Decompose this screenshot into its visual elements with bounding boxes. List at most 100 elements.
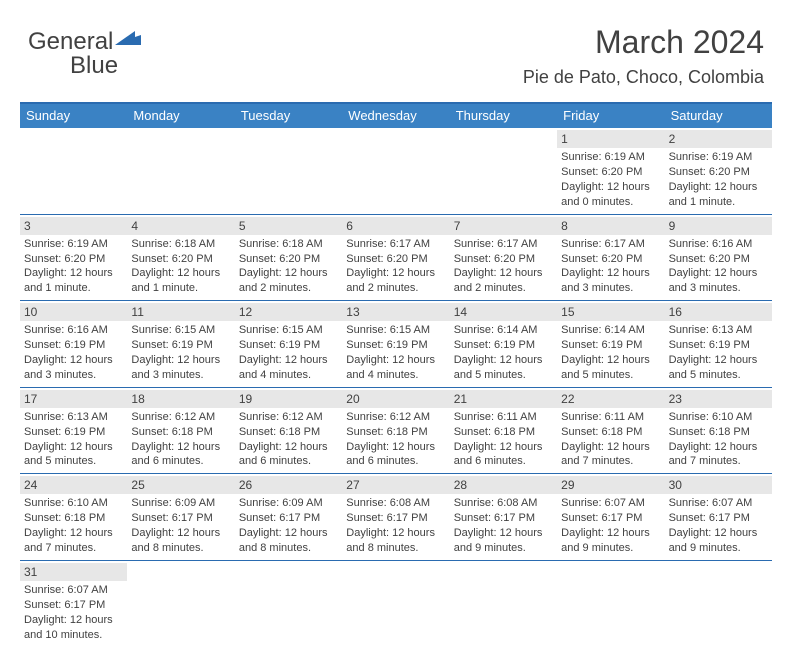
week-row: 17Sunrise: 6:13 AMSunset: 6:19 PMDayligh… bbox=[20, 388, 772, 475]
day-info-line: Sunrise: 6:10 AM bbox=[669, 410, 768, 425]
day-number: 18 bbox=[127, 390, 234, 408]
day-info-line: Sunrise: 6:17 AM bbox=[346, 237, 445, 252]
day-header-wed: Wednesday bbox=[342, 104, 449, 128]
day-info-line: Daylight: 12 hours bbox=[561, 266, 660, 281]
day-info-line: Sunset: 6:20 PM bbox=[346, 252, 445, 267]
week-row: 1Sunrise: 6:19 AMSunset: 6:20 PMDaylight… bbox=[20, 128, 772, 215]
day-cell: 2Sunrise: 6:19 AMSunset: 6:20 PMDaylight… bbox=[665, 128, 772, 214]
day-number: 7 bbox=[450, 217, 557, 235]
day-info-line: Sunrise: 6:14 AM bbox=[454, 323, 553, 338]
day-info-line: Daylight: 12 hours bbox=[669, 266, 768, 281]
day-info-line: Sunrise: 6:07 AM bbox=[669, 496, 768, 511]
day-info-line: Sunrise: 6:11 AM bbox=[561, 410, 660, 425]
day-cell: 14Sunrise: 6:14 AMSunset: 6:19 PMDayligh… bbox=[450, 301, 557, 387]
day-number: 28 bbox=[450, 476, 557, 494]
day-number: 25 bbox=[127, 476, 234, 494]
day-info-line: Sunrise: 6:08 AM bbox=[346, 496, 445, 511]
day-info-line: Sunset: 6:20 PM bbox=[454, 252, 553, 267]
day-cell bbox=[127, 561, 234, 646]
day-number: 17 bbox=[20, 390, 127, 408]
day-info-line: and 1 minute. bbox=[131, 281, 230, 296]
day-info-line: Sunrise: 6:16 AM bbox=[24, 323, 123, 338]
day-cell: 17Sunrise: 6:13 AMSunset: 6:19 PMDayligh… bbox=[20, 388, 127, 474]
day-info-line: and 8 minutes. bbox=[131, 541, 230, 556]
day-info-line: Sunset: 6:18 PM bbox=[561, 425, 660, 440]
day-header-sun: Sunday bbox=[20, 104, 127, 128]
day-info-line: Sunrise: 6:15 AM bbox=[346, 323, 445, 338]
week-row: 31Sunrise: 6:07 AMSunset: 6:17 PMDayligh… bbox=[20, 561, 772, 646]
day-info-line: Sunset: 6:17 PM bbox=[24, 598, 123, 613]
day-cell: 26Sunrise: 6:09 AMSunset: 6:17 PMDayligh… bbox=[235, 474, 342, 560]
day-cell: 9Sunrise: 6:16 AMSunset: 6:20 PMDaylight… bbox=[665, 215, 772, 301]
day-cell: 20Sunrise: 6:12 AMSunset: 6:18 PMDayligh… bbox=[342, 388, 449, 474]
day-cell: 21Sunrise: 6:11 AMSunset: 6:18 PMDayligh… bbox=[450, 388, 557, 474]
day-number: 16 bbox=[665, 303, 772, 321]
day-info-line: Sunset: 6:19 PM bbox=[131, 338, 230, 353]
day-info-line: Sunrise: 6:09 AM bbox=[239, 496, 338, 511]
day-info-line: and 3 minutes. bbox=[561, 281, 660, 296]
day-number: 8 bbox=[557, 217, 664, 235]
flag-icon bbox=[115, 31, 141, 49]
day-cell: 25Sunrise: 6:09 AMSunset: 6:17 PMDayligh… bbox=[127, 474, 234, 560]
day-info-line: and 2 minutes. bbox=[454, 281, 553, 296]
day-info-line: Sunset: 6:17 PM bbox=[669, 511, 768, 526]
day-info-line: Daylight: 12 hours bbox=[346, 440, 445, 455]
day-info-line: Sunset: 6:18 PM bbox=[346, 425, 445, 440]
day-header-thu: Thursday bbox=[450, 104, 557, 128]
day-info-line: and 6 minutes. bbox=[131, 454, 230, 469]
day-info-line: Daylight: 12 hours bbox=[454, 266, 553, 281]
day-number: 22 bbox=[557, 390, 664, 408]
logo-text: General Blue bbox=[28, 30, 141, 78]
day-info-line: Daylight: 12 hours bbox=[669, 526, 768, 541]
day-info-line: and 0 minutes. bbox=[561, 195, 660, 210]
day-info-line: Daylight: 12 hours bbox=[346, 353, 445, 368]
day-info-line: Daylight: 12 hours bbox=[131, 440, 230, 455]
day-cell: 18Sunrise: 6:12 AMSunset: 6:18 PMDayligh… bbox=[127, 388, 234, 474]
day-info-line: and 8 minutes. bbox=[239, 541, 338, 556]
day-info-line: Daylight: 12 hours bbox=[561, 353, 660, 368]
day-info-line: Daylight: 12 hours bbox=[561, 440, 660, 455]
title-block: March 2024 Pie de Pato, Choco, Colombia bbox=[523, 24, 764, 88]
day-info-line: Sunset: 6:18 PM bbox=[24, 511, 123, 526]
week-row: 10Sunrise: 6:16 AMSunset: 6:19 PMDayligh… bbox=[20, 301, 772, 388]
day-info-line: Sunset: 6:20 PM bbox=[669, 252, 768, 267]
day-info-line: Sunset: 6:17 PM bbox=[239, 511, 338, 526]
day-info-line: Sunset: 6:19 PM bbox=[24, 425, 123, 440]
logo: General Blue bbox=[28, 30, 141, 78]
day-info-line: Sunrise: 6:19 AM bbox=[24, 237, 123, 252]
day-number: 10 bbox=[20, 303, 127, 321]
weeks-container: 1Sunrise: 6:19 AMSunset: 6:20 PMDaylight… bbox=[20, 128, 772, 646]
day-info-line: and 7 minutes. bbox=[24, 541, 123, 556]
day-info-line: Daylight: 12 hours bbox=[669, 440, 768, 455]
day-info-line: Sunset: 6:17 PM bbox=[131, 511, 230, 526]
day-cell bbox=[127, 128, 234, 214]
day-number: 26 bbox=[235, 476, 342, 494]
day-cell bbox=[450, 128, 557, 214]
day-info-line: and 3 minutes. bbox=[669, 281, 768, 296]
day-cell: 29Sunrise: 6:07 AMSunset: 6:17 PMDayligh… bbox=[557, 474, 664, 560]
day-info-line: Sunset: 6:20 PM bbox=[669, 165, 768, 180]
day-number: 23 bbox=[665, 390, 772, 408]
day-info-line: Daylight: 12 hours bbox=[24, 266, 123, 281]
day-number: 14 bbox=[450, 303, 557, 321]
day-info-line: and 5 minutes. bbox=[561, 368, 660, 383]
day-cell bbox=[20, 128, 127, 214]
day-cell: 24Sunrise: 6:10 AMSunset: 6:18 PMDayligh… bbox=[20, 474, 127, 560]
day-cell bbox=[450, 561, 557, 646]
day-info-line: Daylight: 12 hours bbox=[561, 180, 660, 195]
day-info-line: Sunrise: 6:12 AM bbox=[346, 410, 445, 425]
day-info-line: and 3 minutes. bbox=[131, 368, 230, 383]
logo-text-a: General bbox=[28, 28, 113, 55]
day-cell: 19Sunrise: 6:12 AMSunset: 6:18 PMDayligh… bbox=[235, 388, 342, 474]
day-info-line: Sunset: 6:19 PM bbox=[24, 338, 123, 353]
day-info-line: Daylight: 12 hours bbox=[131, 353, 230, 368]
day-info-line: Daylight: 12 hours bbox=[239, 440, 338, 455]
day-info-line: and 4 minutes. bbox=[239, 368, 338, 383]
day-info-line: Sunset: 6:18 PM bbox=[131, 425, 230, 440]
week-row: 24Sunrise: 6:10 AMSunset: 6:18 PMDayligh… bbox=[20, 474, 772, 561]
day-info-line: Sunrise: 6:16 AM bbox=[669, 237, 768, 252]
day-info-line: Sunrise: 6:08 AM bbox=[454, 496, 553, 511]
day-info-line: Sunset: 6:19 PM bbox=[346, 338, 445, 353]
day-info-line: and 5 minutes. bbox=[24, 454, 123, 469]
day-number: 11 bbox=[127, 303, 234, 321]
